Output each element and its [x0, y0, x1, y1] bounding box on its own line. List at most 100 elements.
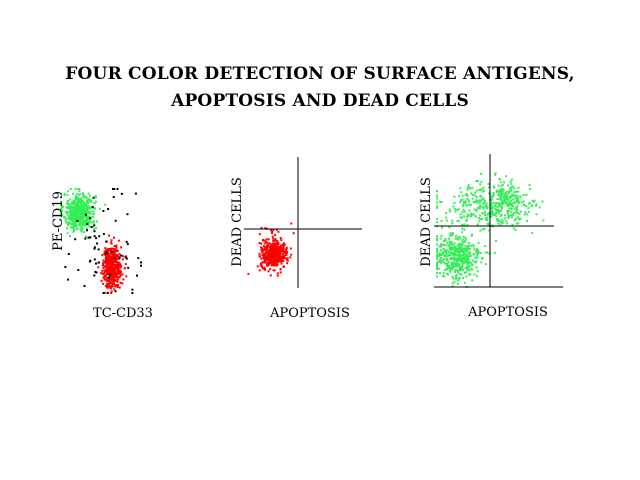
plot-2-event-point	[265, 252, 268, 254]
plot-2-event-point	[270, 229, 273, 232]
plot-3-event-point	[462, 247, 465, 250]
plot-3-event-point	[492, 193, 495, 196]
plot-3-event-point	[449, 269, 452, 272]
plot-1-event-point	[86, 211, 89, 214]
plot-3-event-point	[467, 184, 470, 187]
plot-1-event-point	[103, 291, 106, 294]
plot-3-event-point	[510, 186, 513, 189]
plot-1-event-point	[67, 224, 69, 227]
plot-3-event-point	[453, 195, 456, 198]
plot-3-event-point	[453, 252, 456, 255]
plot-1-event-point	[92, 221, 95, 224]
plot-1-event-point	[109, 264, 112, 267]
plot-3-event-point	[453, 261, 456, 264]
plot-3-event-point	[486, 205, 489, 208]
plot-1-event-point	[93, 246, 96, 249]
plot-3-event-point	[451, 275, 454, 278]
plot-3-event-point	[503, 194, 506, 197]
plot-3-event-point	[517, 186, 520, 189]
plot-2-event-point	[289, 247, 292, 250]
plot-3-event-point	[487, 212, 490, 215]
plot-2-event-point	[260, 248, 263, 251]
plot-1-event-point	[79, 198, 82, 201]
plot-3-event-point	[479, 214, 481, 217]
plot-1-event-point	[76, 204, 79, 206]
plot-1-event-point	[110, 287, 113, 290]
plot-3-event-point	[436, 217, 438, 220]
plot-3-event-point	[450, 263, 453, 266]
plot-1-event-point	[82, 204, 85, 206]
plot-1-event-point	[78, 213, 81, 216]
plot-3-event-point	[512, 193, 515, 196]
plot-3-event-point	[500, 192, 502, 195]
plot-1-event-point	[110, 277, 113, 280]
plot-1-event-point	[103, 269, 106, 272]
plot-3-event-point	[463, 252, 466, 255]
plot-2-event-point	[286, 259, 289, 262]
plot-3-event-point	[436, 275, 438, 278]
plot-1-event-point	[115, 276, 117, 279]
plot-1-event-point	[115, 244, 118, 247]
plot-1-event-point	[70, 217, 72, 219]
chart-title-line-2: APOPTOSIS AND DEAD CELLS	[171, 91, 469, 111]
plot-2-event-point	[261, 250, 264, 253]
plot-1-event-point	[82, 196, 85, 199]
plot-2-event-point	[269, 274, 272, 277]
plot-2-event-point	[282, 248, 285, 251]
plot-1-event-point	[114, 254, 117, 257]
plot-1-event-point	[105, 265, 108, 268]
plot-1-event-point	[114, 266, 117, 269]
plot-1-event-point	[107, 268, 110, 271]
plot-2-event-point	[265, 248, 268, 251]
plot-1-event-point	[104, 274, 107, 277]
plot-3-event-point	[467, 186, 470, 188]
plot-1-event-point	[104, 268, 107, 271]
plot-1-event-point	[85, 196, 88, 199]
plot-1-event-point	[84, 224, 87, 227]
plot-2-event-point	[270, 261, 273, 264]
plot-2-event-point	[262, 261, 265, 264]
plot-3-event-point	[474, 256, 477, 259]
plot-1-event-point	[117, 255, 120, 258]
plot-1-event-point	[113, 249, 116, 252]
plot-3-event-point	[474, 191, 477, 194]
plot-3-event-point	[462, 238, 465, 241]
plot-2-event-point	[265, 238, 268, 241]
plot-1-event-point	[87, 224, 90, 226]
plot-3-event-point	[522, 203, 525, 206]
plot-3-event-point	[465, 218, 468, 221]
plot-3-event-point	[463, 200, 466, 203]
plot-1-event-point	[105, 283, 108, 286]
plot-3-event-point	[526, 213, 529, 216]
plot-2-event-point	[277, 250, 280, 253]
plot-1-event-point	[60, 210, 63, 213]
plot-2-event-point	[285, 246, 288, 249]
plot-3-event-point	[503, 200, 506, 203]
plot-3-event-point	[490, 201, 492, 204]
plot-1-event-point	[108, 284, 111, 287]
plot-3-event-point	[439, 200, 442, 203]
plot-3-event-point	[506, 222, 509, 225]
plot-1-event-point	[93, 247, 96, 250]
plot-3-event-point	[514, 197, 517, 200]
plot-3-event-point	[485, 263, 487, 266]
plot-1-event-point	[88, 225, 91, 228]
plot-2-event-point	[272, 239, 275, 242]
plot-3-event-point	[529, 187, 532, 190]
plot-2-event-point	[263, 255, 266, 258]
plot-3-event-point	[517, 190, 520, 193]
plot-2-event-point	[264, 227, 267, 230]
plot-3-event-point	[511, 185, 514, 188]
plot-2-event-point	[263, 259, 266, 262]
plot-3-event-point	[479, 229, 482, 232]
plot-3-event-point	[514, 217, 517, 220]
plot-1-event-point	[85, 213, 87, 216]
plot-1-event-point	[107, 253, 110, 256]
plot-1-event-point	[95, 262, 97, 265]
plot-3-event-point	[460, 273, 463, 276]
plot-2-event-point	[280, 260, 282, 263]
plot-2-event-point	[286, 257, 289, 260]
plot-3-event-point	[471, 186, 474, 189]
plot-2-event-point	[272, 237, 275, 240]
plot-1-event-point	[81, 199, 84, 202]
